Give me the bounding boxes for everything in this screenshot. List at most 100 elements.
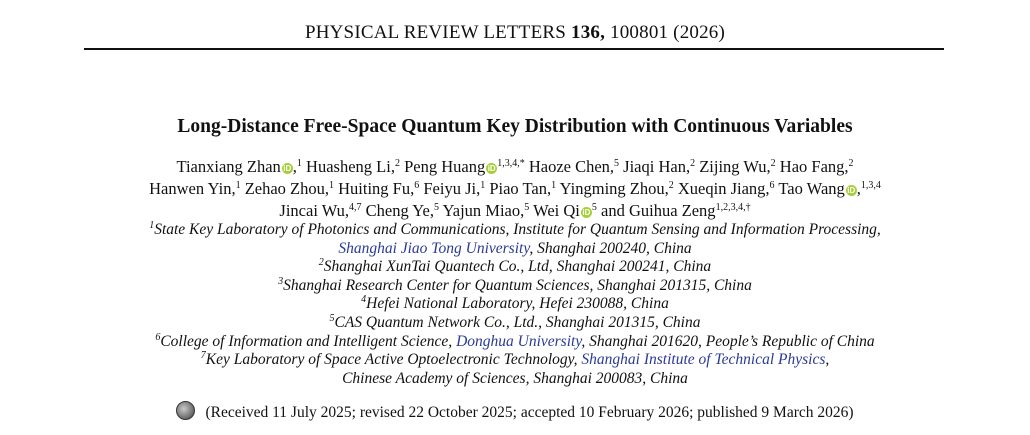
affiliation-link[interactable]: Donghua University <box>456 332 582 350</box>
author-affiliation-mark: 1,3,4 <box>860 180 881 191</box>
journal-volume: 136, <box>571 22 606 43</box>
author-affiliation-mark: 6 <box>769 180 775 191</box>
affiliation-text: , <box>825 351 830 369</box>
affiliation-mark: 4 <box>361 294 367 306</box>
author-affiliation-mark: 1,3,4,* <box>497 158 525 169</box>
orcid-icon[interactable]: iD <box>281 163 293 174</box>
author: Hanwen Yin,1 <box>149 179 240 198</box>
author-affiliation-mark: 2 <box>394 158 400 169</box>
author-line: Tianxiang Zhan iD,1 Huasheng Li,2 Peng Hu… <box>0 156 1030 178</box>
orcid-icon[interactable]: iD <box>845 185 857 196</box>
author: Tao Wang iD,1,3,4 <box>778 179 881 198</box>
author-affiliation-mark: 5 <box>591 202 597 213</box>
orcid-icon[interactable]: iD <box>580 207 592 218</box>
affiliation-mark: 2 <box>318 257 324 269</box>
affiliation-text: Shanghai XunTai Quantech Co., Ltd, Shang… <box>323 258 712 276</box>
paper-title: Long-Distance Free-Space Quantum Key Dis… <box>177 116 853 137</box>
affiliation-mark: 7 <box>200 350 206 362</box>
author: Tianxiang Zhan iD,1 <box>176 157 301 176</box>
affiliation-line: Chinese Academy of Sciences, Shanghai 20… <box>0 370 1030 389</box>
author-affiliation-mark: 1 <box>235 180 241 191</box>
affiliation-text: Key Laboratory of Space Active Optoelect… <box>205 351 582 369</box>
affiliation-link[interactable]: Shanghai Institute of Technical Physics <box>581 351 826 369</box>
affiliation-mark: 5 <box>329 312 335 324</box>
author-name: Wei Qi <box>533 201 580 220</box>
author-name: Zijing Wu, <box>699 157 771 176</box>
author: Feiyu Ji,1 <box>423 179 485 198</box>
author: Zehao Zhou,1 <box>245 179 334 198</box>
author-affiliation-mark: 2 <box>690 158 696 169</box>
author: Zijing Wu,2 <box>699 157 775 176</box>
affiliation-line: Shanghai Jiao Tong University, Shanghai … <box>0 240 1030 259</box>
affiliation-line: 1State Key Laboratory of Photonics and C… <box>0 221 1030 240</box>
affiliation-mark: 1 <box>149 220 155 231</box>
author-name: Jincai Wu, <box>279 201 350 220</box>
author-name: Jiaqi Han, <box>623 157 691 176</box>
author-name: Huasheng Li, <box>306 157 395 176</box>
affiliation-link[interactable]: Shanghai Jiao Tong University <box>338 239 530 257</box>
article-id: 100801 (2026) <box>610 22 726 43</box>
author: and Guihua Zeng1,2,3,4,† <box>601 201 751 220</box>
author-line: Hanwen Yin,1 Zehao Zhou,1 Huiting Fu,6 F… <box>0 178 1030 200</box>
orcid-icon[interactable]: iD <box>486 163 498 174</box>
author-name: Yingming Zhou, <box>559 179 669 198</box>
author: Jiaqi Han,2 <box>623 157 695 176</box>
affiliation-text: , Shanghai 201620, People’s Republic of … <box>581 332 875 350</box>
author-affiliation-mark: 1 <box>296 158 302 169</box>
author-affiliation-mark: 1 <box>480 180 486 191</box>
author-affiliation-mark: 1 <box>551 180 557 191</box>
author-name: Haoze Chen, <box>528 157 615 176</box>
affiliation-text: Shanghai Research Center for Quantum Sci… <box>283 276 752 294</box>
author-affiliation-mark: 5 <box>433 202 439 213</box>
affiliation-line: 4Hefei National Laboratory, Hefei 230088… <box>0 295 1030 314</box>
journal-header: PHYSICAL REVIEW LETTERS 136, 100801 (202… <box>0 22 1030 44</box>
affiliation-mark: 3 <box>278 275 284 287</box>
author-affiliation-mark: 5 <box>614 158 620 169</box>
author-list: Tianxiang Zhan iD,1 Huasheng Li,2 Peng Hu… <box>0 156 1030 222</box>
affiliation-line: 5CAS Quantum Network Co., Ltd., Shanghai… <box>0 312 1030 333</box>
author: Peng Huang iD 1,3,4,* <box>404 157 525 176</box>
author-name: Tianxiang Zhan <box>176 157 281 176</box>
author-name: Cheng Ye, <box>365 201 434 220</box>
author-name: Hao Fang, <box>779 157 849 176</box>
check-for-updates-icon[interactable] <box>176 401 196 420</box>
author: Yajun Miao,5 <box>442 201 529 220</box>
author-affiliation-mark: 6 <box>414 180 420 191</box>
author: Cheng Ye,5 <box>366 201 439 220</box>
affiliation-text: College of Information and Intelligent S… <box>160 332 457 350</box>
received-text: (Received 11 July 2025; revised 22 Octob… <box>205 404 854 421</box>
affiliation-text: Hefei National Laboratory, Hefei 230088,… <box>366 295 669 313</box>
author-name: Hanwen Yin, <box>149 179 236 198</box>
author: Yingming Zhou,2 <box>560 179 674 198</box>
author: Xueqin Jiang,6 <box>678 179 775 198</box>
affiliation-line: 3Shanghai Research Center for Quantum Sc… <box>0 275 1030 296</box>
author-line: Jincai Wu,4,7 Cheng Ye,5 Yajun Miao,5 We… <box>0 200 1030 222</box>
affiliation-line: 7Key Laboratory of Space Active Optoelec… <box>0 351 1030 370</box>
author-name: Piao Tan, <box>489 179 552 198</box>
journal-name: PHYSICAL REVIEW LETTERS <box>304 22 567 43</box>
author-affiliation-mark: 1 <box>329 180 335 191</box>
affiliation-line: 6College of Information and Intelligent … <box>0 331 1030 352</box>
author-name: and Guihua Zeng <box>601 201 716 220</box>
author-name: Peng Huang <box>404 157 486 176</box>
author: Huasheng Li,2 <box>306 157 400 176</box>
received-dates: (Received 11 July 2025; revised 22 Octob… <box>0 401 1030 422</box>
author-separator: , <box>856 179 861 198</box>
author-separator: , <box>292 157 297 176</box>
author: Piao Tan,1 <box>489 179 556 198</box>
author-name: Huiting Fu, <box>338 179 415 198</box>
affiliation-mark: 6 <box>155 331 161 343</box>
author-name: Feiyu Ji, <box>423 179 481 198</box>
author-affiliation-mark: 4,7 <box>349 202 362 213</box>
author-name: Xueqin Jiang, <box>677 179 770 198</box>
author-name: Zehao Zhou, <box>244 179 330 198</box>
affiliation-line: 2Shanghai XunTai Quantech Co., Ltd, Shan… <box>0 258 1030 277</box>
author-name: Tao Wang <box>778 179 845 198</box>
author-affiliation-mark: 2 <box>848 158 854 169</box>
affiliation-text: CAS Quantum Network Co., Ltd., Shanghai … <box>334 313 701 331</box>
author-affiliation-mark: 2 <box>770 158 776 169</box>
affiliation-text: , Shanghai 200240, China <box>529 239 692 257</box>
author: Hao Fang,2 <box>780 157 854 176</box>
author: Haoze Chen,5 <box>529 157 619 176</box>
author-affiliation-mark: 5 <box>524 202 530 213</box>
